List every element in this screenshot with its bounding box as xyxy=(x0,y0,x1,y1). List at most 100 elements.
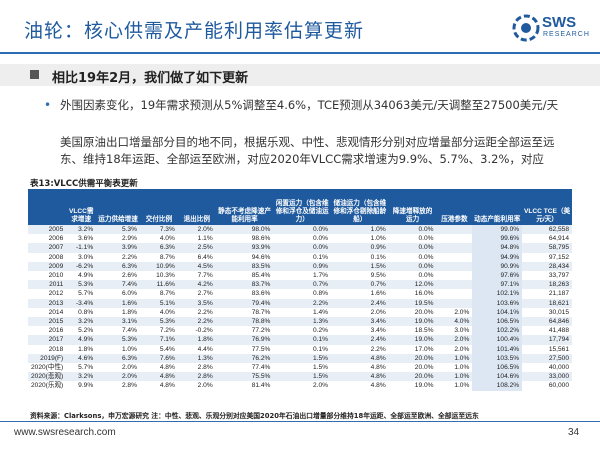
table-cell: 0.0% xyxy=(388,271,437,281)
sws-logo-icon xyxy=(512,14,540,42)
table-row: 2015 3.2% 3.1% 5.3% 2.2% 78.8% 1.3% 3.4% 19.0% 4.… xyxy=(28,317,572,327)
table-cell: 103.5% xyxy=(472,353,523,364)
table-cell-year: 2006 xyxy=(28,234,67,244)
table-cell: 19.0% xyxy=(388,317,437,327)
table-cell: 0.8% xyxy=(66,307,97,318)
table-cell-year: 2020(中性) xyxy=(28,363,67,373)
table-cell: 0.1% xyxy=(273,344,332,354)
table-cell: 1.6% xyxy=(96,298,140,308)
table-cell: 5.7% xyxy=(66,363,97,373)
table-cell: 0.0% xyxy=(273,243,332,253)
table-cell: 4.2% xyxy=(177,280,216,290)
table-cell: 1.8% xyxy=(96,307,140,318)
table-cell: 106.5% xyxy=(472,363,523,373)
table-cell: 101.4% xyxy=(472,344,523,354)
table-cell-year: 2005 xyxy=(28,225,67,235)
table-cell: 18,263 xyxy=(522,280,572,290)
table-cell: 76.2% xyxy=(215,353,274,364)
table-cell: 5.7% xyxy=(66,289,97,299)
table-cell: 5.3% xyxy=(96,225,140,235)
table-row: 2019(F) 4.6% 6.3% 7.6% 1.3% 76.2% 1.5% 4.8% 20.0… xyxy=(28,353,572,364)
table-cell: 2.0% xyxy=(96,363,140,373)
table-row: 2012 5.7% 6.0% 8.7% 2.7% 83.6% 0.8% 1.6% 16.0% 10… xyxy=(28,289,572,299)
table-cell: 6.4% xyxy=(177,252,216,262)
table-cell xyxy=(436,234,473,244)
table-cell xyxy=(436,289,473,299)
table-cell-year: 2014 xyxy=(28,307,67,318)
table-cell: 1.5% xyxy=(273,353,332,364)
table-cell: 3.2% xyxy=(66,372,97,382)
table-cell: 4.5% xyxy=(177,261,216,272)
table-row: 2020(乐观) 9.9% 2.8% 4.8% 2.0% 81.4% 2.0% 4.8% 19.… xyxy=(28,381,572,391)
table-cell-year: 2018 xyxy=(28,344,67,354)
table-cell: 12.0% xyxy=(388,280,437,290)
table-cell: 97,152 xyxy=(522,252,572,262)
table-cell: 20.0% xyxy=(388,363,437,373)
table-cell: 9.9% xyxy=(66,381,97,391)
table-cell: 1.5% xyxy=(273,372,332,382)
table-row: 2008 3.0% 2.2% 8.7% 6.4% 94.6% 0.1% 0.1% 0.0% 94.… xyxy=(28,252,572,262)
table-row: 2020(中性) 5.7% 2.0% 4.8% 2.8% 77.4% 1.5% 4.8% 20.… xyxy=(28,363,572,373)
table-cell: 2.0% xyxy=(436,335,473,345)
table-cell: 8.7% xyxy=(139,252,178,262)
table-cell: 0.0% xyxy=(388,243,437,253)
title-divider xyxy=(0,52,600,54)
table-cell: 0.0% xyxy=(388,252,437,262)
table-cell: 0.2% xyxy=(273,326,332,336)
table-cell: 9.5% xyxy=(331,271,389,281)
table-cell: 1.1% xyxy=(177,234,216,244)
table-cell: 7.1% xyxy=(139,335,178,345)
table-cell: 41,488 xyxy=(522,326,572,336)
table-row: 2007 -1.1% 3.9% 6.3% 2.5% 93.9% 0.0% 0.9% 0.0% 94… xyxy=(28,243,572,253)
header-storage-capacity: 储油运力（包含维修和浮仓剔除船龄船） xyxy=(331,189,389,225)
table-cell-year: 2017 xyxy=(28,335,67,345)
table-title: 表13:VLCC供需平衡表更新 xyxy=(30,179,138,189)
table-cell-year: 2009 xyxy=(28,261,67,272)
table-cell: 5.4% xyxy=(139,344,178,354)
table-cell: 0.7% xyxy=(273,280,332,290)
header-slow-steaming: 降速增释放的运力 xyxy=(388,189,437,225)
table-cell: 2.8% xyxy=(177,363,216,373)
section-heading: 相比19年2月，我们做了如下更新 xyxy=(0,64,600,86)
table-cell: 3.4% xyxy=(331,326,389,336)
table-cell: 0.9% xyxy=(331,243,389,253)
table-row: 2010 4.9% 2.6% 10.3% 7.7% 85.4% 1.7% 9.5% 0.0% 97… xyxy=(28,271,572,281)
table-cell: 7.4% xyxy=(96,326,140,336)
table-cell: 33,797 xyxy=(522,271,572,281)
table-cell: 19.0% xyxy=(388,335,437,345)
table-cell: 58,795 xyxy=(522,243,572,253)
table-cell: 83.5% xyxy=(215,261,274,272)
table-cell-year: 2016 xyxy=(28,326,67,336)
table-cell: -3.4% xyxy=(66,298,97,308)
table-cell: 81.4% xyxy=(215,381,274,391)
table-cell: 2.8% xyxy=(177,372,216,382)
table-cell: 4.0% xyxy=(139,307,178,318)
table-cell: 78.7% xyxy=(215,307,274,318)
table-cell: 5.3% xyxy=(66,280,97,290)
table-cell: 21,187 xyxy=(522,289,572,299)
table-cell: 0.1% xyxy=(273,252,332,262)
header-exit-ratio: 退出比例 xyxy=(177,189,216,225)
table-cell: 2.2% xyxy=(273,298,332,308)
table-cell: 1.0% xyxy=(436,353,473,364)
table-cell: 0.9% xyxy=(273,261,332,272)
table-cell: 3.9% xyxy=(96,243,140,253)
table-cell: 79.4% xyxy=(215,298,274,308)
table-row: 2013 -3.4% 1.6% 5.1% 3.5% 79.4% 2.2% 2.4% 19.5% 1… xyxy=(28,298,572,308)
header-delivery-ratio: 交付比例 xyxy=(139,189,178,225)
table-cell: 0.0% xyxy=(388,234,437,244)
table-cell: 3.2% xyxy=(66,317,97,327)
table-row: 2017 4.9% 5.3% 7.1% 1.8% 76.9% 0.1% 2.4% 19.0% 2.… xyxy=(28,335,572,345)
table-cell: 1.0% xyxy=(436,363,473,373)
table-cell: 20.0% xyxy=(388,307,437,318)
table-cell: 2.8% xyxy=(96,381,140,391)
table-cell: 2.5% xyxy=(177,243,216,253)
table-cell: 1.0% xyxy=(436,372,473,382)
table-cell: 27,500 xyxy=(522,353,572,364)
table-cell: 17.0% xyxy=(388,344,437,354)
table-cell: 20.0% xyxy=(388,372,437,382)
table-cell: 2.9% xyxy=(96,234,140,244)
table-cell: 4.8% xyxy=(139,363,178,373)
table-cell: 0.1% xyxy=(273,335,332,345)
table-cell: 6.3% xyxy=(139,243,178,253)
